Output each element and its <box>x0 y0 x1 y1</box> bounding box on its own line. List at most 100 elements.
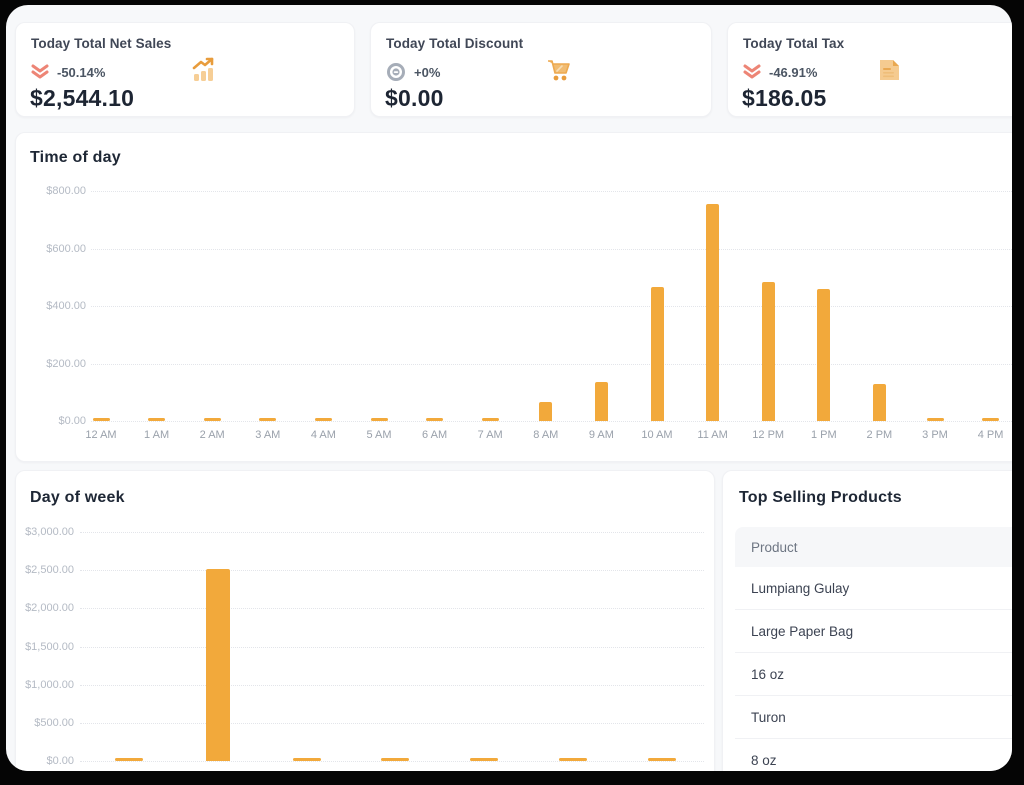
table-header-product: Product <box>751 539 798 555</box>
x-axis-tick-label: 5 AM <box>366 429 392 441</box>
bar-3-am[interactable] <box>259 418 276 421</box>
stat-card-label: Today Total Discount <box>386 36 524 51</box>
shopping-cart-icon <box>548 60 570 81</box>
chart-gridline <box>80 722 704 724</box>
trend-neutral-icon <box>387 63 405 81</box>
bar-4-pm[interactable] <box>982 418 999 421</box>
bar-2-am[interactable] <box>204 418 221 421</box>
stat-card-tax: Today Total Tax -46.91% $186.05 <box>727 22 1012 117</box>
y-axis-tick-label: $500.00 <box>34 716 74 729</box>
bar-day-5[interactable] <box>470 758 498 761</box>
chart-gridline <box>80 646 704 648</box>
bar-5-am[interactable] <box>371 418 388 421</box>
y-axis-tick-label: $3,000.00 <box>25 526 74 538</box>
bar-day-7[interactable] <box>648 758 676 761</box>
x-axis-tick-label: 11 AM <box>697 429 728 441</box>
bar-7-am[interactable] <box>482 418 499 421</box>
chart-gridline <box>80 608 704 610</box>
x-axis-tick-label: 9 AM <box>588 429 614 441</box>
bar-day-1[interactable] <box>115 758 143 761</box>
chart-gridline <box>80 532 704 533</box>
y-axis-tick-label: $2,000.00 <box>25 602 74 615</box>
product-name: 16 oz <box>751 666 785 682</box>
stat-card-value: $186.05 <box>742 85 827 111</box>
y-axis-tick-label: $0.00 <box>46 755 74 767</box>
chart-gridline <box>91 421 1012 422</box>
tax-receipt-icon <box>880 60 899 80</box>
bar-day-2[interactable] <box>206 569 230 761</box>
bar-2-pm[interactable] <box>873 384 886 421</box>
trend-down-icon <box>31 64 49 79</box>
x-axis-tick-label: 4 AM <box>310 429 336 441</box>
y-axis-tick-label: $800.00 <box>46 185 86 197</box>
bar-day-4[interactable] <box>381 758 409 761</box>
stat-card-change: -50.14% <box>57 64 106 80</box>
table-row: 8 oz <box>735 739 1012 771</box>
bar-1-pm[interactable] <box>817 289 830 421</box>
x-axis-tick-label: 4 PM <box>977 429 1004 441</box>
chart-gridline <box>91 248 1012 250</box>
top-selling-products-panel: Top Selling Products Product Lumpiang Gu… <box>722 470 1012 771</box>
y-axis-tick-label: $1,500.00 <box>25 640 74 653</box>
stat-card-label: Today Total Tax <box>743 36 845 51</box>
chart-gridline <box>91 363 1012 365</box>
top-products-title: Top Selling Products <box>739 489 902 506</box>
product-name: Turon <box>751 709 786 725</box>
bar-1-am[interactable] <box>148 418 165 421</box>
table-row: 16 oz <box>735 653 1012 696</box>
x-axis-tick-label: 12 PM <box>752 429 785 441</box>
time-of-day-chart-panel: Time of day $800.00 $600.00 $400.00 $200.00… <box>15 132 1012 462</box>
bar-day-3[interactable] <box>293 758 321 761</box>
y-axis-tick-label: $2,500.00 <box>25 564 74 577</box>
bar-day-6[interactable] <box>559 758 587 761</box>
bar-9-am[interactable] <box>595 382 608 421</box>
x-axis-tick-label: 10 AM <box>641 429 673 441</box>
bar-10-am[interactable] <box>651 287 664 421</box>
day-of-week-chart-panel: Day of week $3,000.00 $2,500.00 $2,000.00 $… <box>15 470 715 771</box>
y-axis-tick-label: $1,000.00 <box>25 678 74 691</box>
stat-card-value: $0.00 <box>385 85 444 111</box>
product-name: Large Paper Bag <box>751 623 854 639</box>
x-axis-tick-label: 2 PM <box>866 429 893 441</box>
y-axis-tick-label: $0.00 <box>58 415 86 427</box>
stat-card-value: $2,544.10 <box>30 85 135 111</box>
table-row: Turon <box>735 696 1012 739</box>
stat-card-net-sales: Today Total Net Sales -50.14% $2,544.10 <box>15 22 355 117</box>
chart-increase-icon <box>192 57 214 81</box>
chart-gridline <box>80 761 704 762</box>
bar-8-am[interactable] <box>539 402 552 421</box>
chart-gridline <box>91 191 1012 192</box>
bar-6-am[interactable] <box>426 418 443 421</box>
bar-4-am[interactable] <box>315 418 332 421</box>
chart-gridline <box>80 570 704 572</box>
x-axis-tick-label: 7 AM <box>477 429 503 441</box>
table-row: Large Paper Bag <box>735 610 1012 653</box>
x-axis-tick-label: 3 PM <box>922 429 948 441</box>
x-axis-tick-label: 1 AM <box>144 429 170 441</box>
x-axis-tick-label: 1 PM <box>810 429 837 441</box>
dashboard-screen: Today Total Net Sales -50.14% $2,544.10 … <box>6 5 1012 771</box>
table-header-row: Product <box>735 527 1012 567</box>
y-axis-tick-label: $200.00 <box>46 357 86 370</box>
y-axis-tick-label: $600.00 <box>46 242 86 255</box>
x-axis-tick-label: 8 AM <box>533 429 559 441</box>
stat-card-label: Today Total Net Sales <box>31 36 172 51</box>
chart-title-day-of-week: Day of week <box>30 489 125 506</box>
product-name: Lumpiang Gulay <box>751 580 850 596</box>
stat-card-change: +0% <box>414 64 441 80</box>
chart-gridline <box>91 306 1012 307</box>
bar-12-pm[interactable] <box>762 282 775 421</box>
x-axis-tick-label: 6 AM <box>422 429 448 441</box>
y-axis-tick-label: $400.00 <box>46 300 86 312</box>
bar-11-am[interactable] <box>706 204 719 421</box>
x-axis-tick-label: 12 AM <box>85 429 117 441</box>
bar-3-pm[interactable] <box>927 418 944 421</box>
x-axis-tick-label: 3 AM <box>255 429 281 441</box>
trend-down-icon <box>743 64 761 79</box>
bar-12-am[interactable] <box>93 418 110 421</box>
stat-card-change: -46.91% <box>769 64 818 80</box>
chart-gridline <box>80 684 704 686</box>
stat-card-discount: Today Total Discount +0% $0.00 <box>370 22 712 117</box>
chart-title-time-of-day: Time of day <box>30 149 121 166</box>
x-axis-tick-label: 2 AM <box>199 429 225 441</box>
